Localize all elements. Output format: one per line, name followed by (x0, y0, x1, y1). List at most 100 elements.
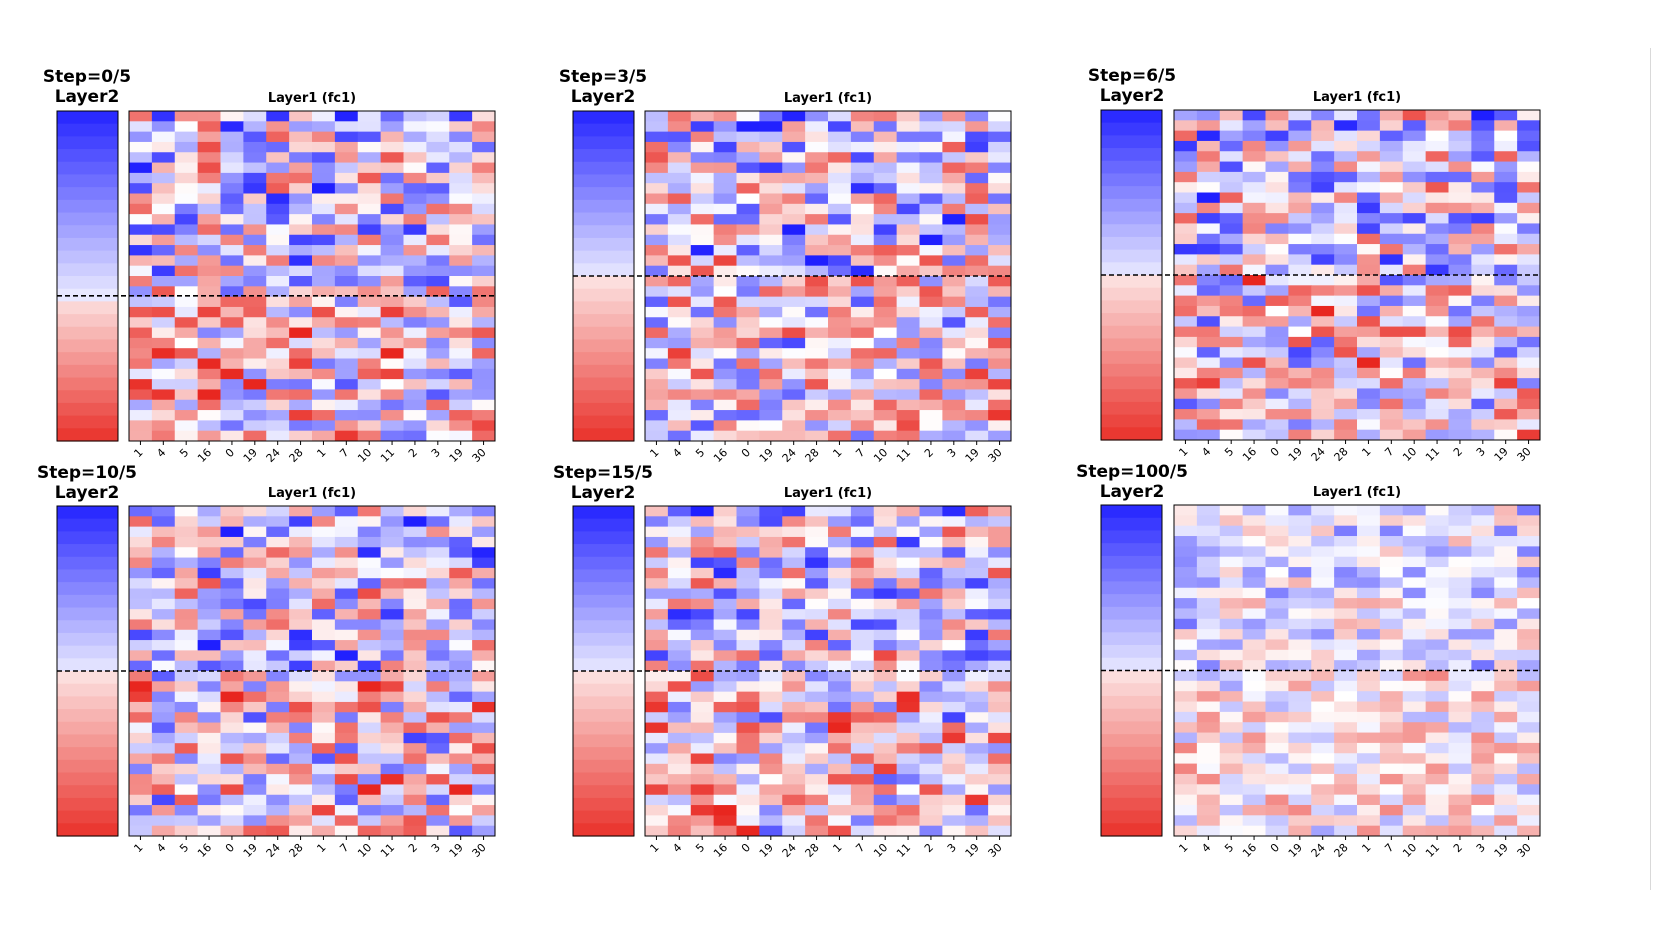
heatmap-cell (174, 172, 199, 184)
layer2-band (1101, 122, 1162, 136)
heatmap-cell (942, 389, 966, 401)
heatmap-cell (1219, 347, 1244, 358)
layer2-band (57, 582, 118, 596)
heatmap-cell (1425, 670, 1450, 682)
heatmap-cell (1517, 161, 1541, 173)
heatmap-cell (782, 430, 806, 442)
heatmap-cell (896, 743, 921, 754)
heatmap-cell (1471, 556, 1495, 568)
heatmap-cell (919, 286, 943, 298)
heatmap-cell (1425, 815, 1450, 827)
heatmap-cell (782, 152, 806, 164)
heatmap-cell (667, 131, 692, 143)
heatmap-cell (1311, 419, 1335, 431)
heatmap-cell (1242, 409, 1267, 420)
heatmap-cell (1219, 794, 1244, 806)
heatmap-cell (828, 337, 852, 349)
heatmap-cell (1219, 670, 1244, 682)
heatmap-cell (1288, 825, 1312, 837)
heatmap-cell (1174, 244, 1198, 255)
heatmap-cell (472, 712, 496, 724)
heatmap-cell (197, 172, 222, 184)
heatmap-cell (266, 650, 290, 662)
heatmap-cell (449, 536, 473, 548)
heatmap-cell (828, 131, 852, 143)
heatmap-cell (965, 825, 989, 837)
heatmap-cell (334, 671, 359, 682)
heatmap-cell (713, 547, 738, 559)
heatmap-cell (919, 650, 943, 662)
heatmap-cell (850, 420, 875, 432)
heatmap-cell (426, 722, 450, 734)
heatmap-cell (1379, 244, 1404, 255)
heatmap-cell (129, 286, 153, 298)
heatmap-cell (1219, 151, 1244, 163)
heatmap-cell (736, 650, 760, 662)
heatmap-cell (312, 609, 336, 620)
heatmap-cell (736, 193, 760, 205)
heatmap-cell (667, 399, 692, 411)
heatmap-cell (357, 379, 382, 390)
heatmap-cell (1494, 753, 1518, 765)
heatmap-cell (449, 172, 473, 184)
heatmap-cell (1265, 505, 1289, 516)
heatmap-cell (151, 183, 176, 194)
heatmap-cell (1219, 732, 1244, 744)
heatmap-cell (850, 410, 875, 421)
heatmap-cell (129, 131, 153, 143)
heatmap-cell (919, 193, 943, 205)
heatmap-cell (1242, 357, 1267, 369)
heatmap-cell (357, 193, 382, 205)
heatmap-cell (1219, 639, 1244, 651)
heatmap-cell (129, 121, 153, 133)
heatmap-cell (472, 722, 496, 734)
heatmap-cell (1242, 567, 1267, 578)
heatmap-cell (426, 701, 450, 713)
heatmap-cell (1219, 223, 1244, 235)
heatmap-cell (403, 557, 427, 569)
heatmap-cell (805, 712, 829, 724)
heatmap-cell (713, 815, 738, 827)
heatmap-cell (1425, 120, 1450, 132)
heatmap-cell (220, 389, 244, 401)
heatmap-cell (1265, 140, 1289, 152)
heatmap-cell (1196, 429, 1221, 441)
heatmap-cell (965, 234, 989, 246)
heatmap-cell (1357, 608, 1381, 620)
heatmap-cell (896, 224, 921, 236)
heatmap-cell (174, 121, 199, 133)
heatmap-cell (380, 732, 405, 744)
heatmap-cell (220, 712, 244, 724)
heatmap-cell (805, 732, 829, 744)
heatmap-cell (1448, 794, 1472, 806)
heatmap-cell (403, 598, 427, 610)
heatmap-cell (828, 430, 852, 442)
heatmap-cell (243, 671, 267, 682)
heatmap-cell (645, 193, 669, 205)
heatmap-cell (312, 420, 336, 432)
heatmap-cell (1334, 254, 1358, 266)
heatmap-cell (357, 722, 382, 734)
heatmap-cell (713, 701, 738, 713)
heatmap-cell (667, 183, 692, 194)
heatmap-cell (334, 265, 359, 277)
heatmap-cell (1494, 794, 1518, 806)
heatmap-cell (873, 172, 898, 184)
heatmap-cell (988, 255, 1012, 267)
heatmap-cell (380, 660, 405, 672)
heatmap-cell (403, 286, 427, 298)
heatmap-cell (828, 506, 852, 517)
heatmap-cell (805, 306, 829, 318)
heatmap-cell (1517, 130, 1541, 142)
heatmap-cell (174, 567, 199, 579)
heatmap-cell (426, 203, 450, 215)
heatmap-cell (1494, 326, 1518, 338)
heatmap-cell (965, 526, 989, 538)
heatmap-cell (942, 224, 966, 236)
heatmap-cell (151, 389, 176, 401)
heatmap-cell (667, 609, 692, 620)
heatmap-cell (426, 265, 450, 277)
heatmap-cell (266, 111, 290, 122)
heatmap-cell (472, 286, 496, 298)
